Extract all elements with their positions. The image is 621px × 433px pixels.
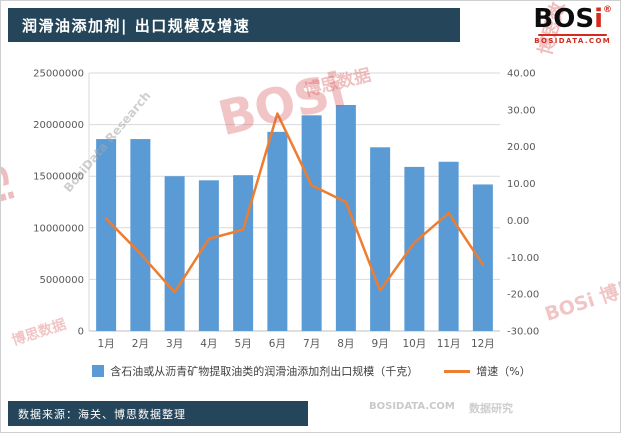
right-axis-tick: -10.00 [507, 253, 539, 264]
right-axis-tick: 30.00 [507, 105, 536, 116]
legend-bar-swatch-icon [92, 365, 105, 377]
logo-underline [538, 34, 607, 36]
bar [233, 175, 254, 331]
watermark-text: 数据研究 [469, 402, 513, 415]
data-source-bar: 数据来源：海关、博思数据整理 [8, 401, 308, 426]
bar [472, 184, 493, 331]
left-axis-tick: 15000000 [33, 172, 84, 183]
left-axis-tick: 5000000 [39, 275, 84, 286]
growth-line [104, 112, 485, 294]
x-axis-label: 11月 [437, 338, 461, 350]
left-axis-tick: 10000000 [33, 223, 84, 234]
registered-mark-icon: ® [603, 5, 612, 15]
bar [335, 104, 356, 331]
bar [130, 139, 151, 331]
bar [164, 176, 185, 331]
logo-wordmark: BOSi® [533, 4, 612, 34]
right-axis-tick: 0.00 [507, 216, 529, 227]
bar [404, 166, 425, 331]
chart-legend: 含石油或从沥青矿物提取油类的润滑油添加剂出口规模（千克） 增速（%） [1, 363, 620, 379]
x-axis-label: 8月 [337, 338, 354, 350]
left-axis-tick: 0 [78, 327, 84, 338]
left-axis-tick: 25000000 [33, 69, 84, 80]
page-title: 润滑油添加剂| 出口规模及增速 [22, 16, 251, 35]
x-axis-label: 9月 [372, 338, 389, 350]
logo-text-i: i [594, 4, 603, 34]
right-axis-tick: -30.00 [507, 327, 539, 338]
bar [96, 139, 117, 331]
logo-site-text: BOSIDATA.COM [534, 37, 612, 45]
logo-text-main: BOS [533, 4, 595, 34]
legend-line-label: 增速（%） [476, 365, 531, 378]
x-axis-label: 6月 [269, 338, 286, 350]
legend-item-bar: 含石油或从沥青矿物提取油类的润滑油添加剂出口规模（千克） [92, 363, 418, 379]
right-axis-tick: 10.00 [507, 179, 536, 190]
x-axis-label: 4月 [200, 338, 217, 350]
bar-line-chart: 25000000 20000000 15000000 10000000 5000000 0… [33, 69, 539, 351]
chart-title-bar: 润滑油添加剂| 出口规模及增速 [8, 8, 460, 42]
x-axis-label: 1月 [98, 338, 115, 350]
x-axis-label: 2月 [132, 338, 149, 350]
x-axis-label: 3月 [166, 338, 183, 350]
data-source-text: 数据来源：海关、博思数据整理 [18, 407, 186, 421]
watermark-text: BOSIDATA.COM [369, 401, 455, 412]
x-axis-label: 12月 [471, 338, 495, 350]
bar [301, 115, 322, 331]
bar [438, 161, 459, 331]
bar [198, 180, 219, 331]
bar [370, 147, 391, 331]
right-axis-tick: -20.00 [507, 290, 539, 301]
x-axis-label: 7月 [303, 338, 320, 350]
legend-item-line: 增速（%） [444, 363, 531, 379]
x-axis-label: 10月 [402, 338, 426, 350]
legend-bar-label: 含石油或从沥青矿物提取油类的润滑油添加剂出口规模（千克） [110, 365, 419, 378]
right-axis-tick: 20.00 [507, 142, 536, 153]
bar [267, 131, 288, 331]
legend-line-swatch-icon [444, 369, 471, 373]
left-axis-tick: 20000000 [33, 120, 84, 131]
right-axis-tick: 40.00 [507, 69, 536, 80]
x-axis-label: 5月 [235, 338, 252, 350]
bosi-logo: BOSi® BOSIDATA.COM [533, 6, 612, 45]
